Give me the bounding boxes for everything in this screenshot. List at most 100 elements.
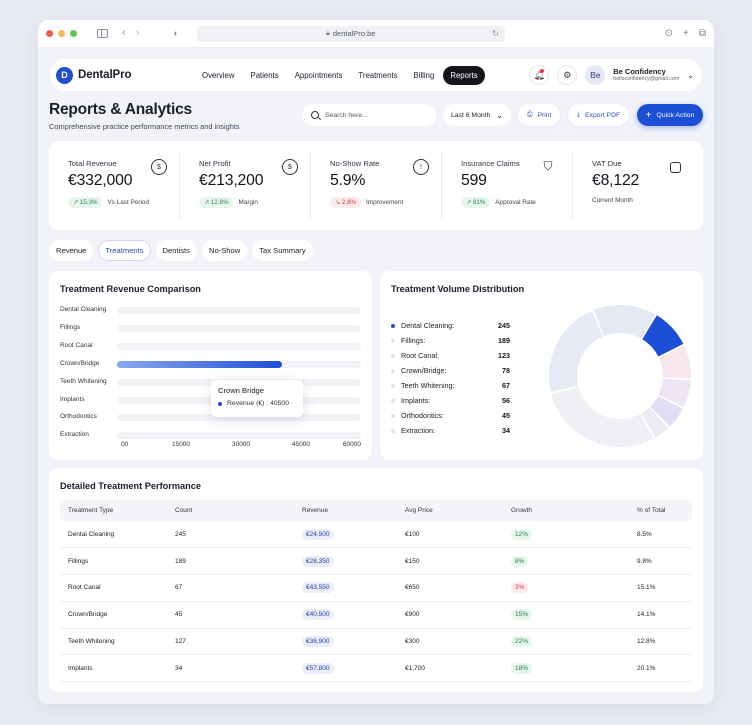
stat-total-revenue: Total Revenue €332,000 ↗ 15.3% Vs Last Peri…: [49, 152, 180, 219]
slice-root-canal[interactable]: [593, 305, 655, 339]
slice-orthodontics[interactable]: [650, 395, 683, 427]
legend-item[interactable]: Crown/Bridge: 78: [391, 366, 510, 375]
new-tab-icon[interactable]: +: [683, 28, 689, 39]
legend-item[interactable]: Fillings: 189: [391, 336, 510, 345]
slice-implants[interactable]: [658, 378, 691, 408]
cell-type: Fillings: [60, 547, 167, 576]
reload-icon[interactable]: ↻: [492, 29, 499, 38]
legend-item[interactable]: Extraction: 34: [391, 426, 510, 435]
cell-type: Dental Cleaning: [60, 521, 167, 549]
cell-avg: €650: [397, 574, 503, 602]
bar-crown-bridge[interactable]: [117, 360, 282, 368]
table-row[interactable]: Implants 34 €57,800 €1,700 18% 20.1%: [60, 654, 692, 683]
column-header[interactable]: Treatment Type: [60, 500, 167, 521]
nav-item-reports[interactable]: Reports: [443, 65, 485, 85]
quick-action-button[interactable]: + Quick Action: [637, 104, 703, 126]
stat-value: €213,200: [199, 172, 264, 189]
bar-track: [117, 342, 361, 350]
bar-track: [117, 414, 361, 422]
browser-window: ‹ › ◐ 🔒︎ dentalPro.be ↻ ⊙ + ⧉ D DentalPr…: [38, 20, 714, 704]
slice-teeth-whitening[interactable]: [658, 345, 691, 379]
legend-dot: [391, 383, 395, 388]
category-label: Extraction: [60, 431, 89, 439]
cell-count: 189: [167, 547, 294, 576]
stat-label: Net Profit: [199, 159, 231, 168]
tab-dentists[interactable]: Dentists: [155, 240, 197, 261]
notifications-button[interactable]: 🔔︎: [529, 65, 550, 85]
legend-value: 123: [498, 351, 510, 360]
avatar[interactable]: Be: [585, 65, 606, 85]
growth-badge: 8%: [511, 555, 529, 567]
tab-revenue[interactable]: Revenue: [49, 240, 94, 261]
sidebar-toggle-icon[interactable]: [97, 29, 108, 38]
minimize-window-button[interactable]: [58, 30, 65, 37]
window-controls: [46, 30, 77, 37]
export-pdf-button[interactable]: ⤓ Export PDF: [568, 104, 630, 126]
slice-crown-bridge[interactable]: [642, 315, 684, 357]
legend-dot: [391, 398, 395, 403]
column-header[interactable]: Avg Price: [397, 500, 503, 521]
table-title: Detailed Treatment Performance: [60, 481, 201, 491]
settings-button[interactable]: ⚙: [557, 65, 578, 85]
cell-revenue: €57,800: [294, 654, 397, 683]
cell-count: 127: [167, 628, 294, 656]
nav-item-billing[interactable]: Billing: [413, 70, 435, 80]
revenue-badge: €57,800: [302, 662, 334, 674]
period-value: Last 6 Month: [451, 111, 491, 119]
legend-value: 67: [502, 381, 510, 390]
nav-item-overview[interactable]: Overview: [202, 70, 235, 80]
table-row[interactable]: Dental Cleaning 245 €24,500 €100 12% 8.5%: [60, 521, 692, 549]
browser-chrome: ‹ › ◐ 🔒︎ dentalPro.be ↻ ⊙ + ⧉: [38, 20, 714, 48]
tab-treatments[interactable]: Treatments: [98, 240, 151, 261]
forward-arrow-icon[interactable]: ›: [135, 27, 140, 39]
user-menu[interactable]: Be Confidency helloconfidency@gmail.com: [613, 67, 679, 83]
chevron-down-icon[interactable]: ⌄: [687, 70, 694, 80]
cell-avg: €150: [397, 547, 503, 576]
table-row[interactable]: Crown/Bridge 45 €40,500 €900 15% 14.1%: [60, 601, 692, 629]
slice-extraction[interactable]: [641, 407, 669, 438]
slice-fillings[interactable]: [549, 310, 603, 392]
privacy-shield-icon[interactable]: ◐: [173, 28, 179, 38]
legend-item[interactable]: Dental Cleaning: 245: [391, 321, 510, 330]
column-header[interactable]: Revenue: [294, 500, 397, 521]
legend-item[interactable]: Root Canal: 123: [391, 351, 510, 360]
slice-dental-cleaning[interactable]: [551, 386, 654, 447]
column-header[interactable]: % of Total: [629, 500, 692, 521]
stat-note: Current Month: [592, 197, 633, 204]
change-badge: ↗ 15.3%: [68, 197, 103, 208]
close-window-button[interactable]: [46, 30, 53, 37]
table-row[interactable]: Fillings 189 €28,350 €150 8% 9.8%: [60, 547, 692, 576]
tabs-overview-icon[interactable]: ⧉: [698, 28, 706, 39]
table-row[interactable]: Root Canal 67 €43,550 €650 3% 15.1%: [60, 574, 692, 602]
period-dropdown[interactable]: Last 6 Month ⌄: [443, 104, 511, 126]
tab-no-show[interactable]: No-Show: [201, 240, 248, 261]
legend-item[interactable]: Implants: 56: [391, 396, 510, 405]
cell-count: 245: [167, 521, 294, 549]
address-bar[interactable]: 🔒︎ dentalPro.be ↻: [196, 25, 505, 42]
print-button[interactable]: ⎙ Print: [518, 104, 561, 126]
legend-value: 245: [498, 321, 510, 330]
nav-item-treatments[interactable]: Treatments: [358, 70, 398, 80]
column-header[interactable]: Growth: [503, 500, 629, 521]
nav-item-patients[interactable]: Patients: [250, 70, 279, 80]
nav-item-appointments[interactable]: Appointments: [294, 70, 343, 80]
cell-growth: 3%: [503, 574, 629, 602]
back-arrow-icon[interactable]: ‹: [122, 27, 126, 39]
tab-tax-summary[interactable]: Tax Summary: [252, 240, 313, 261]
search-box[interactable]: [302, 104, 436, 126]
download-icon[interactable]: ⊙: [664, 28, 674, 39]
stat-value: 5.9%: [330, 172, 366, 189]
alert-circle-icon: !: [413, 159, 429, 175]
column-header[interactable]: Count: [167, 500, 294, 521]
search-input[interactable]: [325, 111, 425, 119]
table-row[interactable]: Teeth Whitening 127 €36,900 €300 22% 12.8%: [60, 628, 692, 656]
stats-card: Total Revenue €332,000 ↗ 15.3% Vs Last Peri…: [49, 141, 703, 230]
maximize-window-button[interactable]: [70, 30, 77, 37]
legend-item[interactable]: Teeth Whitening: 67: [391, 381, 510, 390]
cell-pct: 15.1%: [629, 574, 692, 602]
legend-item[interactable]: Orthodontics: 45: [391, 411, 510, 420]
legend-dot: [391, 338, 395, 343]
search-icon: [311, 111, 319, 119]
page-title: Reports & Analytics: [49, 101, 192, 118]
brand-name: DentalPro: [78, 69, 132, 81]
